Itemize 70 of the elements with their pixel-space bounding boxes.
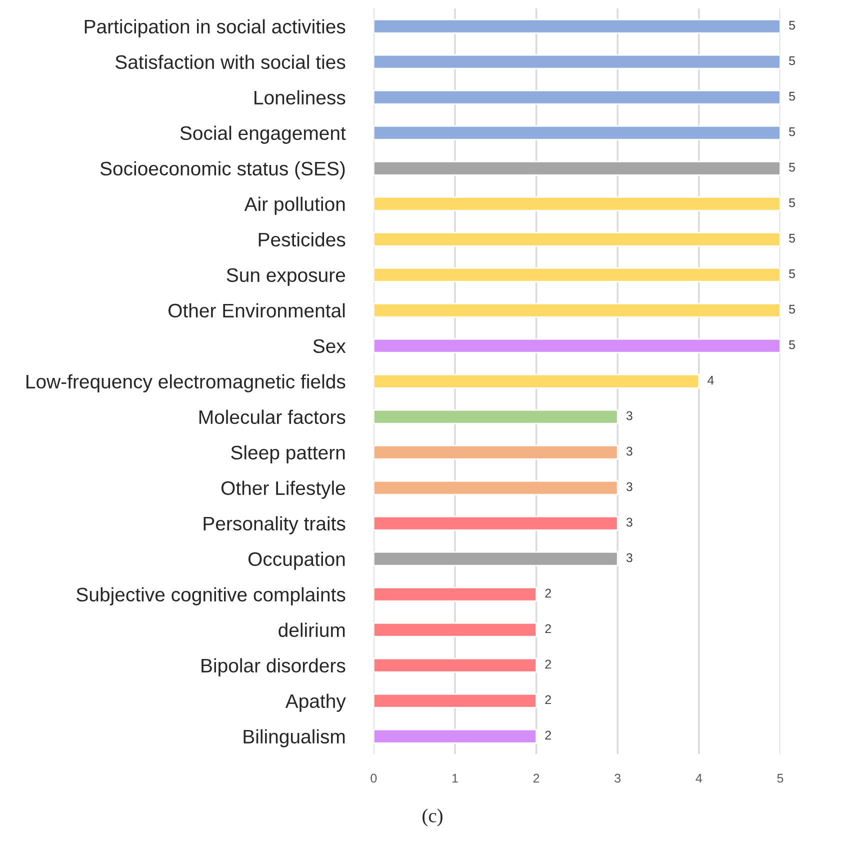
data-label: 5: [789, 234, 795, 243]
data-label: 5: [789, 20, 795, 30]
bar: [374, 516, 618, 531]
data-label: 5: [789, 127, 795, 136]
bar: [374, 551, 618, 566]
y-tick-label: Sleep pattern: [231, 445, 345, 464]
y-tick-label: Loneliness: [254, 90, 346, 105]
y-tick-label: Pesticides: [258, 232, 346, 247]
y-tick-label: Low-frequency electromagnetic fields: [26, 374, 346, 392]
bar: [374, 658, 537, 673]
text: (c): [422, 808, 442, 826]
y-tick-label: Apathy: [285, 694, 346, 712]
bar: [374, 160, 780, 176]
y-tick-label: Subjective cognitive complaints: [76, 587, 346, 606]
y-tick-label: Satisfaction with social ties: [116, 54, 346, 70]
data-label: 5: [789, 92, 795, 101]
bar: [374, 302, 780, 318]
y-tick-label: Participation in social activities: [84, 19, 346, 38]
y-tick-label: Other Lifestyle: [221, 480, 346, 499]
y-tick-label: Personality traits: [204, 516, 346, 534]
bar: [374, 18, 780, 34]
bar: [374, 728, 537, 744]
data-label: 3: [626, 482, 632, 492]
data-label: 3: [626, 553, 632, 562]
data-label: 3: [626, 446, 632, 456]
bar: [374, 232, 780, 247]
data-label: 5: [789, 56, 795, 66]
y-tick-label: Bipolar disorders: [202, 658, 346, 676]
data-label: 5: [789, 269, 795, 278]
y-tick-label: delirium: [278, 622, 345, 638]
data-label: 2: [545, 695, 551, 704]
x-tick-label: 0: [370, 774, 377, 783]
data-label: 5: [789, 162, 795, 172]
data-label: 2: [545, 730, 551, 740]
x-tick-label: 5: [777, 774, 784, 783]
x-tick-label: 2: [533, 774, 540, 783]
y-tick-label: Socioeconomic status (SES): [100, 161, 345, 180]
bar: [374, 622, 537, 638]
y-tick-label: Sun exposure: [226, 268, 346, 286]
data-label: 5: [789, 198, 795, 208]
bar: [374, 374, 700, 389]
y-tick-label: Social engagement: [180, 126, 346, 144]
data-label: 5: [789, 304, 795, 314]
bar: [374, 480, 618, 496]
y-tick-label: Sex: [313, 339, 346, 354]
bar: [374, 54, 780, 70]
data-label: 2: [545, 588, 551, 598]
y-tick-label: Other Environmental: [168, 303, 345, 318]
y-tick-label: Molecular factors: [199, 410, 346, 424]
bar: [374, 444, 618, 460]
bar: [374, 693, 537, 708]
y-tick-label: Occupation: [248, 552, 345, 570]
data-label: 2: [545, 660, 551, 668]
data-label: 3: [626, 411, 632, 420]
bar: [374, 586, 537, 602]
data-label: 3: [626, 518, 632, 527]
x-tick-label: 3: [614, 774, 621, 783]
y-tick-label: Air pollution: [244, 196, 345, 215]
bar: [374, 125, 780, 140]
bar: [374, 338, 780, 354]
bar: [374, 267, 780, 282]
bar: [374, 196, 780, 212]
bar: [374, 90, 780, 105]
data-label: 2: [545, 624, 551, 633]
data-label: 5: [789, 340, 795, 350]
bar: [374, 409, 618, 424]
y-tick-label: Bilingualism: [244, 729, 345, 748]
x-tick-label: 4: [696, 774, 702, 783]
x-tick-label: 1: [452, 774, 458, 783]
data-label: 4: [708, 376, 714, 384]
